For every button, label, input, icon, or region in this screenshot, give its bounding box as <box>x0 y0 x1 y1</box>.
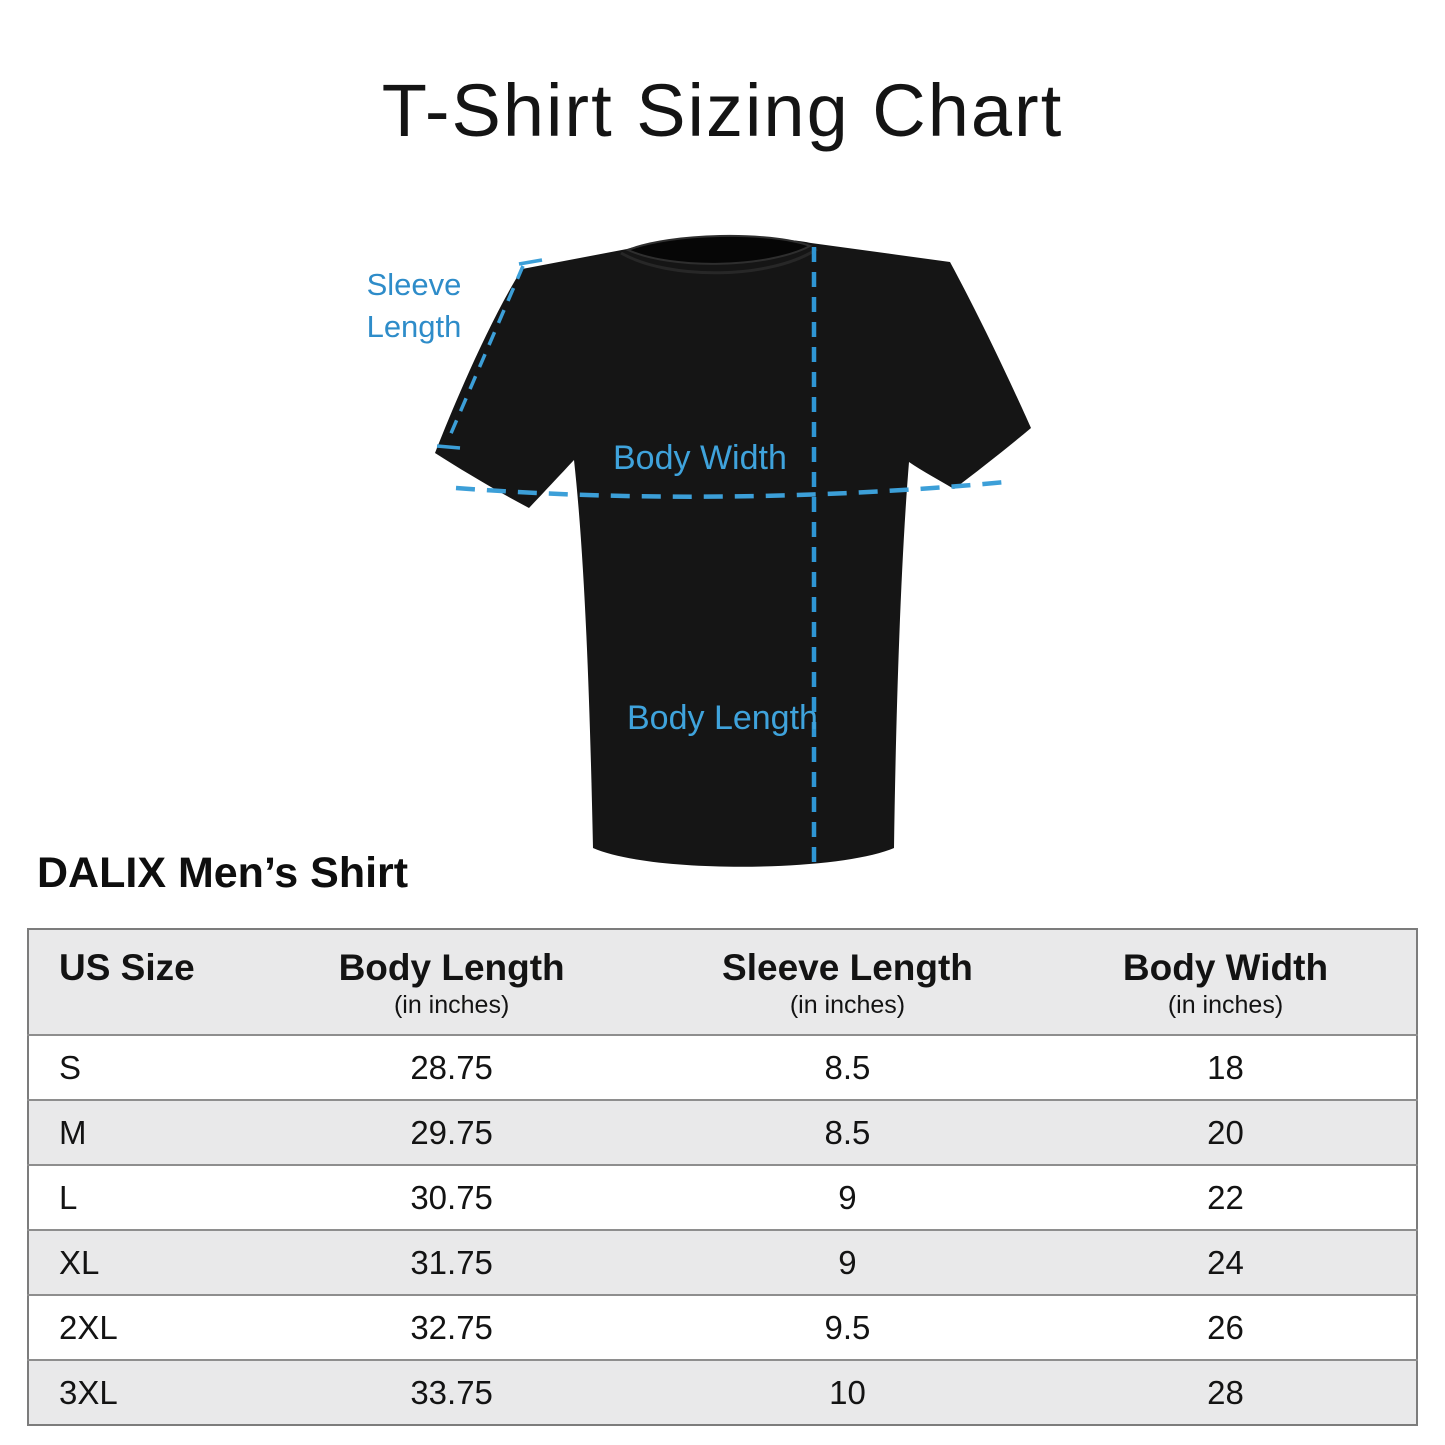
cell-us-size: 3XL <box>59 1373 118 1411</box>
tshirt-collar-seam <box>620 247 818 275</box>
cell-body-width: 20 <box>1207 1113 1244 1151</box>
header-body-length-sub: (in inches) <box>393 990 510 1019</box>
body-width-label: Body Width <box>613 439 787 477</box>
header-us-size-sub <box>59 991 243 1020</box>
sizing-table-header: US Size Body Length (in inches) Sleeve L… <box>28 929 1417 1035</box>
cell-us-size: XL <box>59 1243 100 1281</box>
sleeve-length-label-line2: Length <box>366 309 462 344</box>
size-row-xl: XL 31.75 9 24 <box>28 1230 1417 1295</box>
header-sleeve-length: Sleeve Length (in inches) <box>660 929 1035 1035</box>
size-row-m: M 29.75 8.5 20 <box>28 1100 1417 1165</box>
header-us-size-label: US Size <box>59 946 195 988</box>
body-length-label: Body Length <box>627 699 818 737</box>
header-row: US Size Body Length (in inches) Sleeve L… <box>28 929 1417 1035</box>
body-width-measure-line <box>455 479 1007 499</box>
tshirt-diagram <box>435 234 1031 868</box>
cell-body-width: 26 <box>1207 1308 1244 1346</box>
sleeve-length-measure-line <box>436 258 543 450</box>
product-heading: DALIX Men’s Shirt <box>37 849 409 897</box>
cell-us-size: 2XL <box>59 1308 118 1346</box>
cell-us-size: M <box>59 1113 87 1151</box>
cell-body-width: 22 <box>1207 1178 1244 1216</box>
sizing-table: US Size Body Length (in inches) Sleeve L… <box>27 928 1418 1426</box>
header-body-width: Body Width (in inches) <box>1035 929 1417 1035</box>
header-sleeve-length-label: Sleeve Length <box>722 946 973 988</box>
cell-body-length: 32.75 <box>410 1308 493 1346</box>
sleeve-length-label-line1: Sleeve <box>366 267 462 302</box>
header-us-size: US Size <box>28 929 243 1035</box>
cell-body-length: 29.75 <box>410 1113 493 1151</box>
cell-sleeve-length: 8.5 <box>824 1048 871 1086</box>
header-body-width-label: Body Width <box>1122 946 1329 988</box>
cell-body-length: 33.75 <box>410 1373 493 1411</box>
header-body-width-sub: (in inches) <box>1167 990 1284 1019</box>
header-body-length: Body Length (in inches) <box>243 929 660 1035</box>
cell-body-width: 18 <box>1207 1048 1244 1086</box>
sleeve-length-label: Sleeve Length <box>330 264 498 348</box>
header-body-length-label: Body Length <box>338 946 565 988</box>
cell-sleeve-length: 9.5 <box>824 1308 871 1346</box>
cell-sleeve-length: 9 <box>838 1178 857 1216</box>
cell-sleeve-length: 10 <box>829 1373 866 1411</box>
size-row-s: S 28.75 8.5 18 <box>28 1035 1417 1100</box>
cell-us-size: L <box>59 1178 78 1216</box>
size-row-2xl: 2XL 32.75 9.5 26 <box>28 1295 1417 1360</box>
cell-body-length: 30.75 <box>410 1178 493 1216</box>
cell-sleeve-length: 9 <box>838 1243 857 1281</box>
size-row-3xl: 3XL 33.75 10 28 <box>28 1360 1417 1425</box>
cell-body-width: 24 <box>1207 1243 1244 1281</box>
cell-body-length: 31.75 <box>410 1243 493 1281</box>
tshirt-collar-opening <box>625 234 813 265</box>
cell-body-length: 28.75 <box>410 1048 493 1086</box>
header-sleeve-length-sub: (in inches) <box>789 990 906 1019</box>
cell-body-width: 28 <box>1207 1373 1244 1411</box>
tshirt-body <box>435 238 1031 867</box>
size-row-l: L 30.75 9 22 <box>28 1165 1417 1230</box>
cell-sleeve-length: 8.5 <box>824 1113 871 1151</box>
cell-us-size: S <box>59 1048 82 1086</box>
page-title: T-Shirt Sizing Chart <box>381 69 1064 152</box>
